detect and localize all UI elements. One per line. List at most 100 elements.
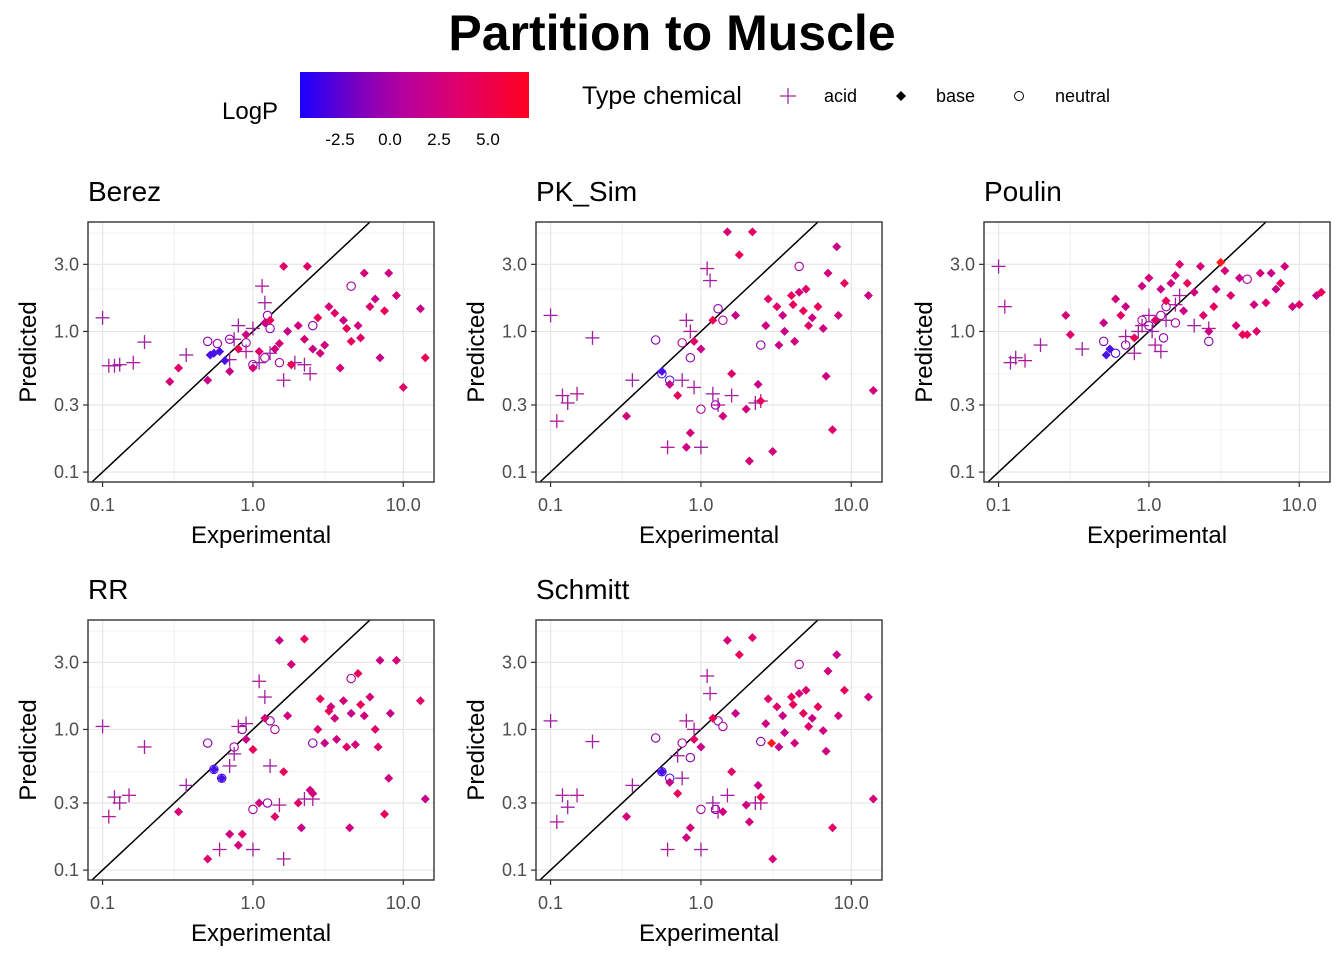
point-base (1166, 278, 1176, 288)
point-base (727, 369, 737, 379)
point-base (1234, 273, 1244, 283)
point-base (1271, 284, 1281, 294)
colorbar-tick-label: -2.5 (325, 130, 355, 149)
point-base (774, 742, 784, 752)
x-tick-label: 1.0 (240, 495, 265, 515)
legend-neutral-label: neutral (1055, 86, 1111, 106)
y-tick-label: 0.1 (54, 462, 79, 482)
point-base (818, 726, 828, 736)
point-base (1116, 310, 1126, 320)
y-tick-label: 1.0 (502, 321, 527, 341)
point-base (279, 767, 289, 777)
x-axis-label: Experimental (191, 920, 331, 947)
point-acid (1145, 324, 1160, 339)
point-acid (700, 261, 715, 276)
point-base (1287, 302, 1297, 312)
legend-type-title: Type chemical (582, 82, 742, 110)
point-acid (1018, 353, 1033, 368)
point-base (345, 823, 355, 833)
point-base (342, 323, 352, 333)
point-base (324, 302, 334, 312)
point-base (274, 339, 284, 349)
y-tick-label: 3.0 (54, 254, 79, 274)
point-neutral (794, 659, 804, 670)
x-tick-label: 10.0 (834, 893, 869, 913)
point-base (763, 294, 773, 304)
point-base (365, 302, 375, 312)
point-base (818, 323, 828, 333)
point-base (203, 854, 213, 864)
point-base (274, 635, 284, 645)
panel-data (538, 620, 878, 880)
y-tick-label: 3.0 (502, 652, 527, 672)
y-tick-label: 1.0 (950, 321, 975, 341)
panel-data (90, 620, 430, 880)
point-base (657, 767, 667, 777)
colorbar-tick-label: 5.0 (476, 130, 500, 149)
point-base (768, 447, 778, 457)
legend-acid-label: acid (824, 86, 858, 106)
point-base (373, 742, 383, 752)
point-neutral (1156, 310, 1166, 321)
point-acid (276, 851, 291, 866)
point-acid (1075, 342, 1090, 357)
y-tick-label: 3.0 (54, 652, 79, 672)
point-acid (1153, 344, 1168, 359)
point-base (313, 313, 323, 323)
point-base (681, 442, 691, 452)
point-base (833, 711, 843, 721)
panel-title: Poulin (984, 176, 1062, 207)
point-neutral (260, 352, 270, 363)
x-axis-label: Experimental (1087, 522, 1227, 549)
point-base (359, 711, 369, 721)
point-acid (1131, 324, 1146, 339)
point-acid (101, 809, 116, 824)
point-base (174, 807, 184, 817)
point-base (731, 310, 741, 320)
point-base (768, 854, 778, 864)
point-base (1156, 284, 1166, 294)
point-base (622, 411, 632, 421)
x-tick-label: 1.0 (688, 495, 713, 515)
point-base (839, 685, 849, 695)
point-base (203, 375, 213, 385)
colorbar-tick (488, 118, 489, 123)
point-base (753, 379, 763, 389)
point-base (673, 789, 683, 799)
point-acid (112, 357, 127, 372)
point-base (320, 738, 330, 748)
point-base (1150, 315, 1160, 325)
point-base (741, 800, 751, 810)
point-base (868, 794, 878, 804)
point-base (299, 634, 309, 644)
colorbar-tick (390, 118, 391, 123)
point-neutral (274, 357, 285, 368)
facet-panel-PK_Sim: 0.1 1.0 10.0 0.1 0.3 1.0 3.0 PK_Sim Experimental… (463, 176, 883, 549)
point-acid (693, 842, 708, 857)
point-neutral (1158, 333, 1169, 343)
point-base (780, 326, 790, 336)
point-acid (560, 395, 575, 410)
point-acid (1127, 346, 1142, 361)
point-acid (625, 373, 640, 388)
point-base (744, 817, 754, 827)
point-neutral (202, 738, 213, 748)
y-axis-label: Predicted (463, 301, 490, 402)
point-neutral (650, 733, 661, 743)
point-base (1129, 333, 1139, 343)
point-base (741, 404, 751, 414)
x-axis-label: Experimental (639, 522, 779, 549)
point-base (380, 809, 390, 819)
point-base (804, 321, 814, 331)
point-base (821, 371, 831, 381)
point-base (774, 340, 784, 350)
point-base (270, 812, 280, 822)
point-neutral (308, 738, 318, 748)
legend-base-label: base (936, 86, 976, 106)
point-base (753, 780, 763, 790)
point-base (233, 840, 243, 850)
point-acid (703, 686, 718, 701)
point-acid (245, 842, 260, 857)
point-acid (272, 798, 287, 813)
point-acid (252, 355, 267, 370)
